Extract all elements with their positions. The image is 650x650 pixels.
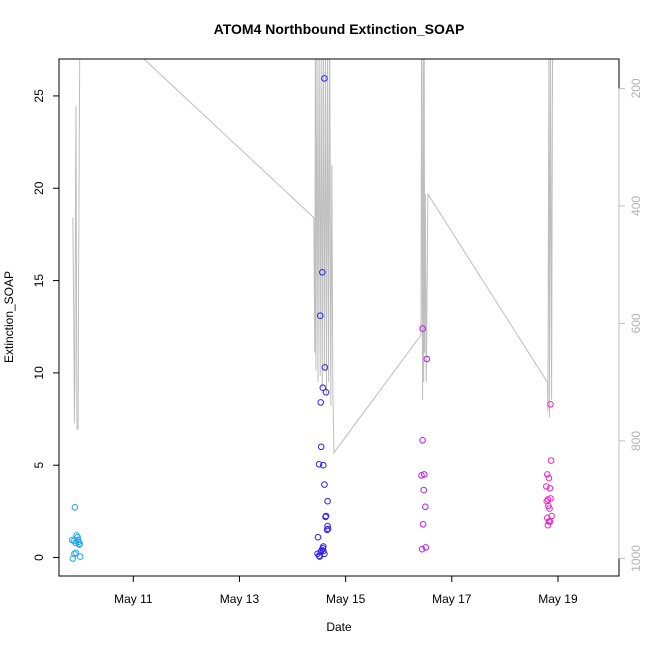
data-point-s1-11 [323, 526, 331, 534]
data-point-s2-5 [420, 486, 428, 494]
data-point-s0-10 [76, 553, 84, 560]
data-point-s3-3 [545, 474, 553, 482]
data-point-s1-0 [314, 533, 322, 541]
plot-frame [58, 58, 620, 577]
x-axis-label: Date [326, 620, 352, 634]
data-point-s1-19 [317, 399, 325, 406]
x-tick-label-4: May 13 [220, 592, 260, 606]
data-point-s1-26 [320, 543, 327, 550]
data-point-s1-21 [321, 364, 329, 371]
data-point-s0-7 [74, 533, 81, 541]
data-point-s1-8 [314, 550, 321, 558]
data-point-s0-4 [70, 537, 78, 545]
data-point-s2-4 [420, 471, 428, 478]
data-point-s1-14 [324, 497, 331, 505]
data-point-s3-15 [544, 521, 552, 529]
data-point-s1-20 [319, 384, 327, 392]
data-point-s0-11 [71, 504, 79, 511]
axes-group: 0 5 10 15 20 25 May 11 May 13 May 15 May 17 May 19… [32, 78, 643, 606]
data-point-s2-7 [419, 521, 427, 528]
data-point-s2-8 [418, 545, 426, 553]
data-point-s1-17 [320, 461, 327, 469]
data-point-s3-8 [543, 497, 551, 505]
data-point-s2-0 [419, 325, 426, 332]
data-point-s1-12 [324, 522, 331, 530]
altitude-trace-group [72, 59, 554, 455]
data-points-group [69, 75, 555, 562]
data-point-s1-10 [322, 512, 330, 520]
data-point-s3-0 [547, 401, 554, 408]
data-point-s0-2 [72, 549, 80, 557]
data-point-s1-16 [315, 461, 323, 468]
data-point-s3-2 [544, 471, 551, 478]
right-tick-label-400: 400 [629, 196, 643, 216]
data-point-s2-6 [422, 503, 429, 511]
data-point-s2-1 [423, 355, 431, 363]
right-tick-label-600: 600 [629, 313, 643, 333]
chart-title: ATOM4 Northbound Extinction_SOAP [214, 21, 465, 37]
data-point-s3-14 [546, 518, 554, 525]
y-tick-label-10: 10 [32, 366, 46, 380]
data-point-s3-10 [546, 505, 553, 512]
data-point-s1-23 [316, 312, 324, 320]
y-tick-label-20: 20 [32, 181, 46, 195]
data-point-s1-7 [321, 550, 328, 558]
data-point-s0-13 [76, 540, 83, 548]
data-point-s2-2 [419, 437, 426, 444]
data-point-s1-13 [324, 525, 332, 533]
data-point-s1-15 [321, 481, 328, 488]
data-point-s1-22 [322, 389, 330, 396]
y-axis-label: Extinction_SOAP [2, 271, 16, 363]
data-point-s0-12 [74, 536, 82, 544]
y-tick-label-25: 25 [32, 89, 46, 103]
right-tick-label-1000: 1000 [629, 545, 643, 572]
data-point-s1-24 [319, 269, 326, 276]
x-tick-label-8: May 17 [432, 592, 472, 606]
altitude-trace-line [72, 59, 554, 455]
x-tick-label-6: May 15 [326, 592, 366, 606]
y-tick-label-0: 0 [32, 554, 46, 561]
data-point-s3-4 [543, 483, 550, 490]
data-point-s3-1 [547, 457, 555, 464]
y-tick-label-15: 15 [32, 274, 46, 288]
right-tick-label-800: 800 [629, 431, 643, 451]
x-tick-label-10: May 19 [538, 592, 578, 606]
data-point-s1-25 [321, 75, 328, 82]
right-tick-label-200: 200 [629, 78, 643, 98]
data-point-s1-18 [317, 443, 325, 451]
data-point-s3-5 [546, 485, 554, 492]
data-point-s2-9 [422, 544, 430, 551]
y-tick-label-5: 5 [32, 462, 46, 469]
x-tick-label-2: May 11 [114, 592, 153, 606]
